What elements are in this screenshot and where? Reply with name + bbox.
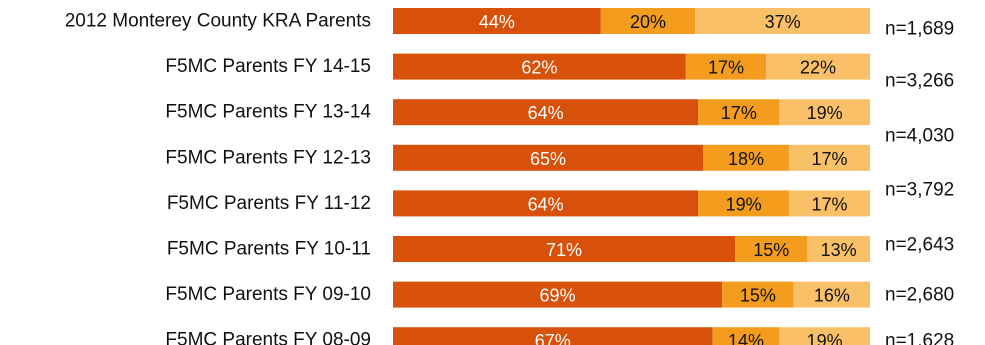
bar-segment-1 — [393, 53, 686, 80]
value-label: 14% — [728, 331, 764, 345]
value-label: 16% — [814, 286, 850, 306]
sample-size-label: n=1,689 — [885, 19, 954, 40]
value-label: 64% — [528, 194, 564, 214]
bar-segment-3 — [766, 53, 870, 80]
bar-segment-3 — [779, 327, 870, 345]
value-label: 64% — [528, 103, 564, 123]
value-label: 20% — [630, 12, 666, 32]
bar-segment-2 — [600, 8, 696, 34]
value-label: 17% — [811, 194, 847, 214]
value-label: 71% — [546, 240, 582, 260]
category-label: F5MC Parents FY 14-15 — [165, 56, 371, 77]
bar-segment-1 — [393, 327, 713, 345]
category-label: F5MC Parents FY 08-09 — [165, 330, 371, 345]
bar-segment-1 — [393, 144, 704, 171]
value-label: 17% — [721, 103, 757, 123]
bar-segment-3 — [793, 281, 870, 308]
bar-segment-1 — [393, 236, 736, 262]
bar-segment-2 — [685, 53, 767, 80]
category-label: F5MC Parents FY 10-11 — [167, 239, 371, 260]
value-label: 19% — [807, 103, 843, 123]
bar-segment-2 — [712, 327, 780, 345]
bar-segment-3 — [788, 144, 870, 171]
value-label: 18% — [728, 149, 764, 169]
sample-size-labels: n=1,689 n=3,266 n=4,030 n=3,792 n=2,643 n=2,6… — [885, 19, 954, 345]
sample-size-label: n=2,643 — [885, 235, 954, 256]
bar-segment-3 — [779, 99, 870, 126]
category-label: F5MC Parents FY 13-14 — [165, 102, 371, 123]
bar-segment-3 — [695, 8, 870, 34]
value-label: 67% — [535, 331, 571, 345]
value-label: 19% — [807, 331, 843, 345]
value-labels: 44% 20% 37% 62% 17% 22% 64% 17% 19% 65% 18% 17% 64% 1… — [479, 12, 857, 345]
bar-segment-3 — [788, 190, 870, 217]
value-label: 22% — [800, 58, 836, 78]
bar-segment-1 — [393, 190, 699, 217]
sample-size-label: n=2,680 — [885, 285, 954, 306]
value-label: 44% — [479, 12, 515, 32]
value-label: 17% — [811, 149, 847, 169]
bar-segment-2 — [698, 99, 780, 126]
value-label: 69% — [540, 286, 576, 306]
category-label: F5MC Parents FY 11-12 — [167, 193, 371, 214]
value-label: 65% — [530, 149, 566, 169]
bar-segment-2 — [735, 236, 808, 262]
sample-size-label: n=3,792 — [885, 180, 954, 201]
category-labels: 2012 Monterey County KRA Parents F5MC Par… — [65, 11, 372, 345]
category-label: 2012 Monterey County KRA Parents — [65, 11, 371, 32]
bar-segment-1 — [393, 99, 699, 126]
bar-segment-1 — [393, 281, 723, 308]
value-label: 62% — [521, 58, 557, 78]
value-label: 37% — [765, 12, 801, 32]
bars — [393, 8, 870, 345]
value-label: 15% — [740, 286, 776, 306]
sample-size-label: n=3,266 — [885, 71, 954, 92]
category-label: F5MC Parents FY 09-10 — [165, 284, 371, 305]
category-label: F5MC Parents FY 12-13 — [165, 147, 371, 168]
sample-size-label: n=4,030 — [885, 126, 954, 147]
value-label: 13% — [821, 240, 857, 260]
bar-segment-3 — [807, 236, 870, 262]
bar-segment-1 — [393, 8, 601, 34]
value-label: 17% — [708, 58, 744, 78]
bar-segment-2 — [698, 190, 789, 217]
bar-segment-2 — [703, 144, 789, 171]
sample-size-label: n=1,628 — [885, 331, 954, 345]
value-label: 15% — [753, 240, 789, 260]
value-label: 19% — [726, 194, 762, 214]
bar-segment-2 — [722, 281, 794, 308]
